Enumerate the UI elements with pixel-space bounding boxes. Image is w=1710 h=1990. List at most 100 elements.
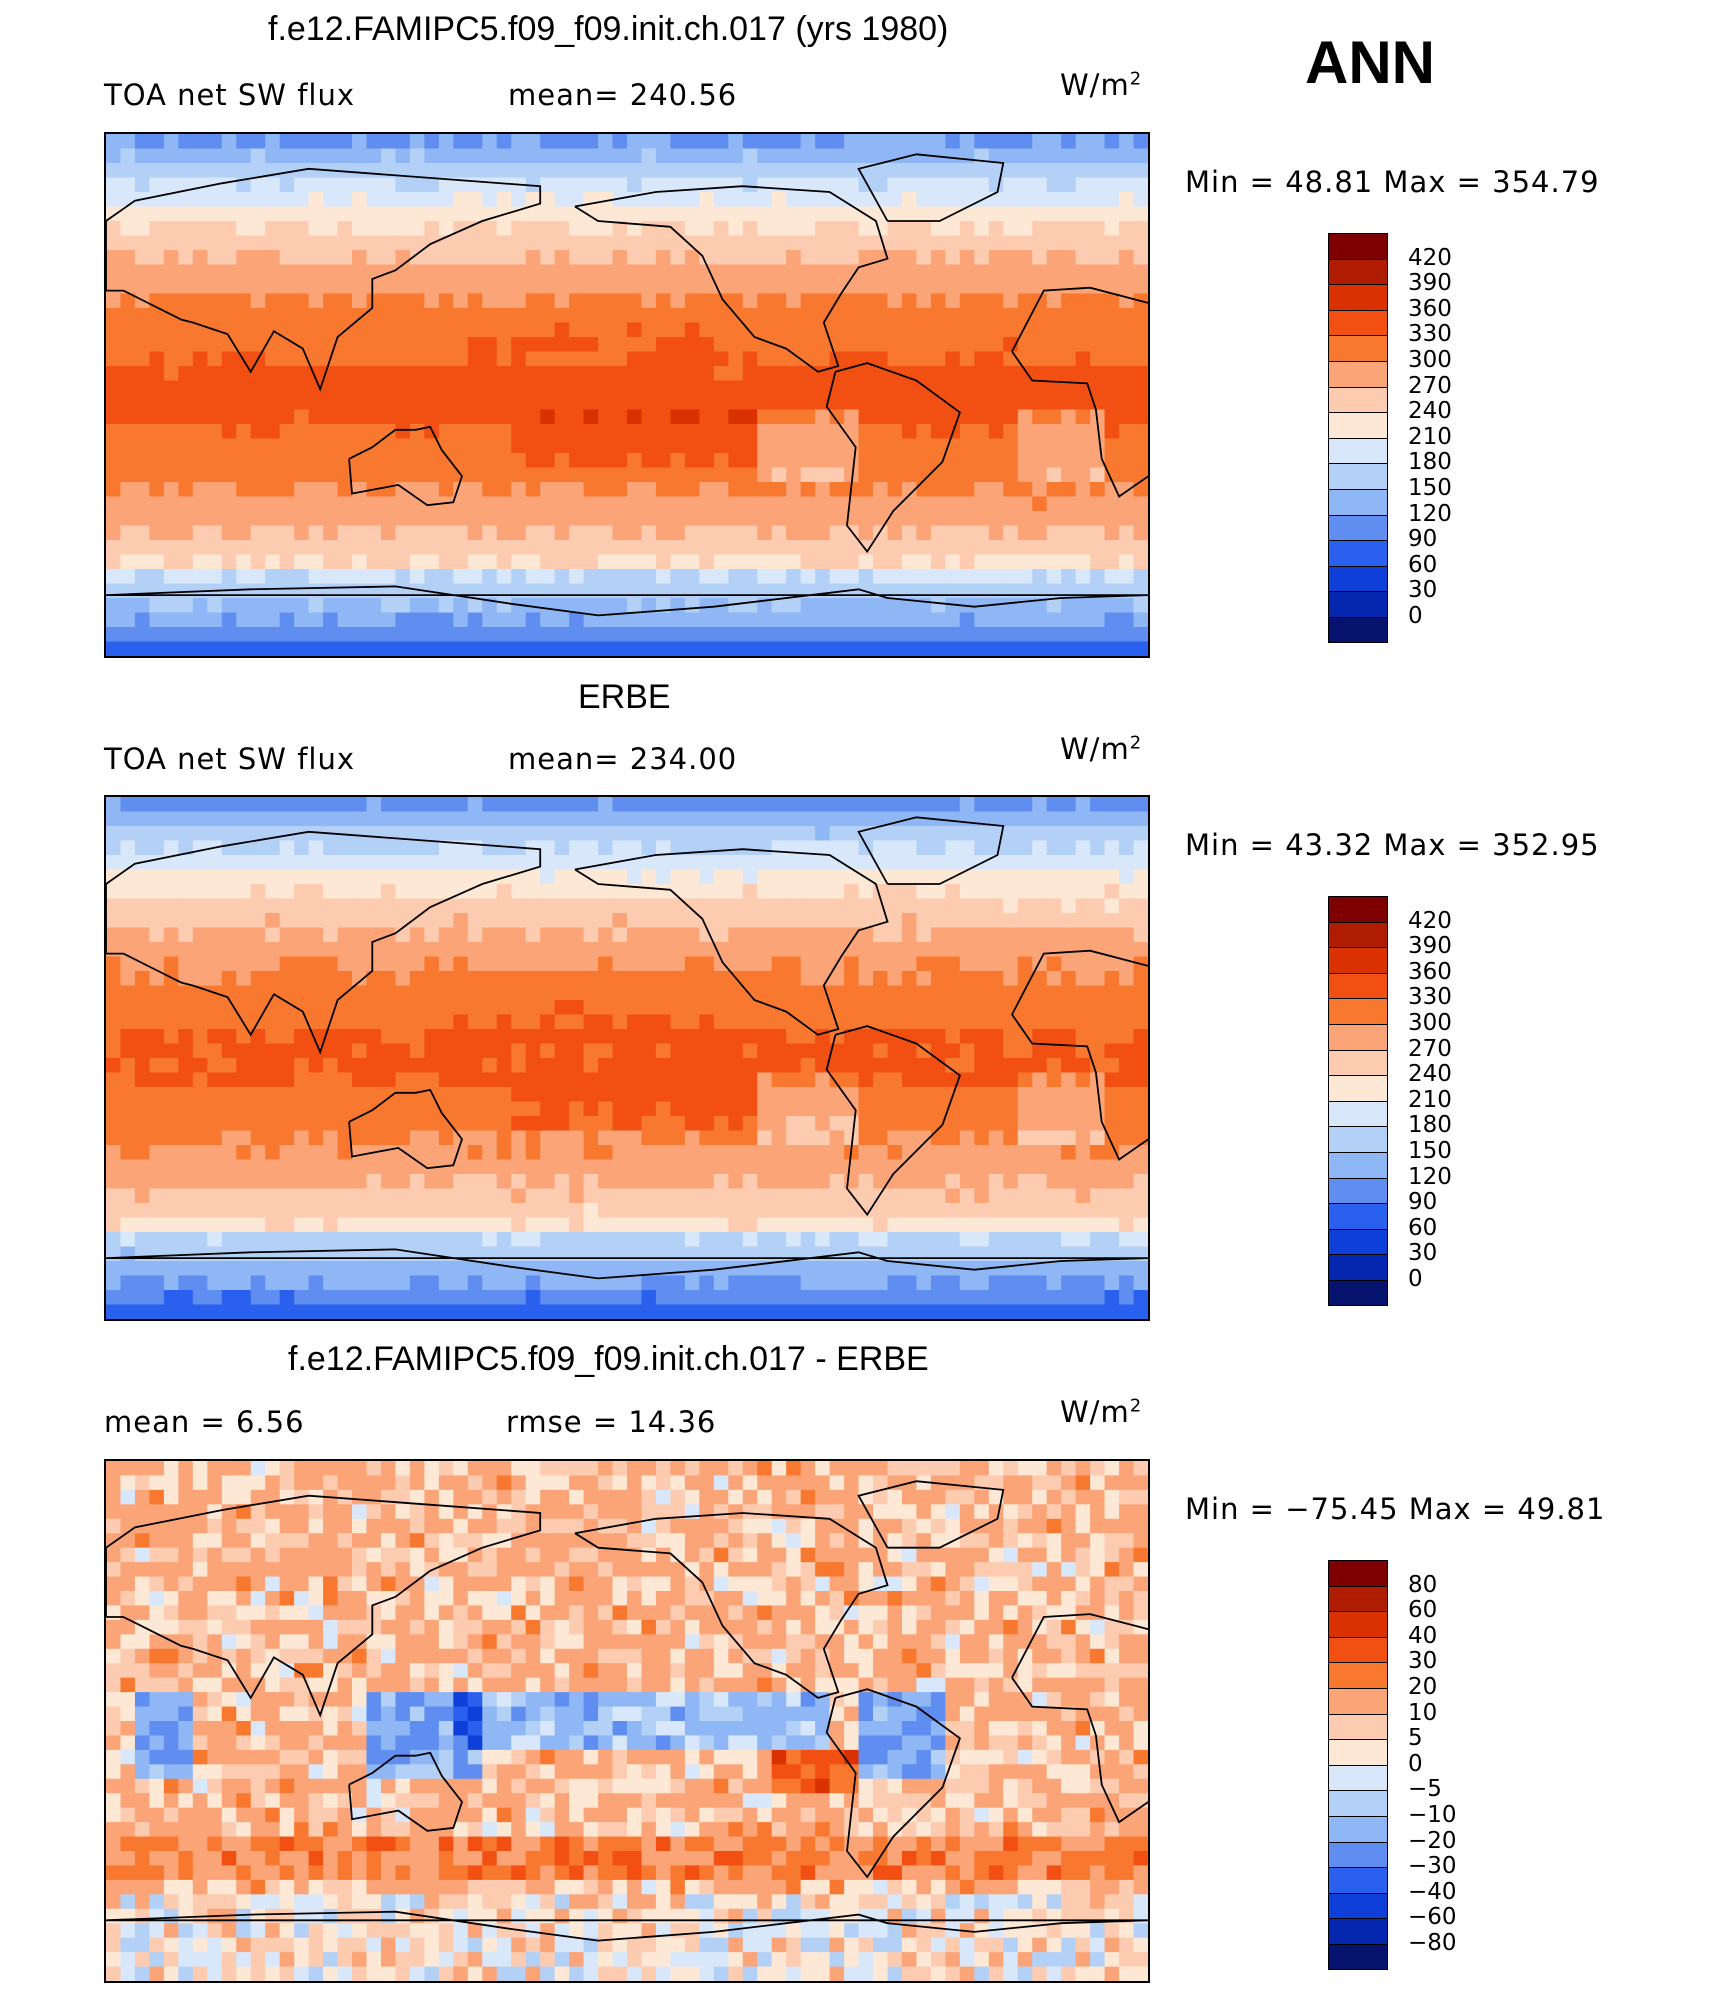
colorbar-tick-label: 80	[1408, 1571, 1438, 1598]
colorbar-tick-label: 120	[1408, 1163, 1452, 1190]
colorbar-tick-label: 210	[1408, 423, 1452, 450]
colorbar-tick-label: 0	[1408, 603, 1423, 629]
coastline	[857, 816, 1005, 885]
colorbar-frame	[1328, 1560, 1388, 1970]
panel2-title: ERBE	[578, 678, 671, 716]
coastline	[106, 830, 542, 1055]
panel1-mean-label: mean= 240.56	[508, 78, 738, 112]
colorbar-swatch	[1328, 1764, 1388, 1791]
colorbar-swatch	[1328, 947, 1388, 973]
colorbar-swatch	[1328, 284, 1388, 310]
colorbar-tick-label: 0	[1408, 1750, 1423, 1777]
colorbar-tick-label: −5	[1408, 1776, 1442, 1803]
colorbar-swatch	[1328, 1280, 1388, 1306]
coastline	[857, 153, 1005, 222]
colorbar-swatch	[1328, 1944, 1388, 1970]
colorbar-tick-label: 270	[1408, 372, 1452, 399]
colorbar-tick-label: 90	[1408, 1189, 1438, 1216]
colorbar-swatch	[1328, 1177, 1388, 1204]
colorbar-tick-label: 150	[1408, 1138, 1452, 1164]
colorbar-tick-label: 30	[1408, 577, 1438, 604]
colorbar-tick-label: 300	[1408, 347, 1452, 373]
coastline	[1011, 1613, 1148, 1824]
colorbar-swatch	[1328, 1611, 1388, 1637]
coastline	[825, 362, 961, 554]
colorbar-tick-label: 330	[1408, 984, 1452, 1011]
colorbar-tick-label: −10	[1408, 1802, 1457, 1828]
colorbar-swatch	[1328, 1024, 1388, 1050]
colorbar-swatch	[1328, 972, 1388, 999]
panel1-title: f.e12.FAMIPC5.f09_f09.init.ch.017 (yrs 1…	[268, 10, 949, 48]
colorbar-swatch	[1328, 437, 1388, 464]
colorbar-tick-label: 300	[1408, 1010, 1452, 1036]
colorbar-tick-label: 240	[1408, 1061, 1452, 1088]
panel1-minmax: Min = 48.81 Max = 354.79	[1185, 165, 1600, 199]
colorbar-swatch	[1328, 1739, 1388, 1765]
colorbar-tick-label: 360	[1408, 958, 1452, 985]
colorbar-frame	[1328, 233, 1388, 643]
colorbar-tick-label: 390	[1408, 933, 1452, 960]
colorbar-tick-label: −40	[1408, 1878, 1457, 1905]
colorbar-swatch	[1328, 617, 1388, 643]
coastline	[1011, 949, 1148, 1161]
season-label: ANN	[1305, 29, 1435, 96]
coastline	[106, 167, 542, 392]
colorbar-swatch	[1328, 1152, 1388, 1178]
colorbar-swatch	[1328, 1585, 1388, 1612]
colorbar-swatch	[1328, 1713, 1388, 1740]
colorbar-tick-label: 5	[1408, 1725, 1423, 1752]
panel3-units: W/m2	[1060, 1395, 1143, 1429]
colorbar-tick-label: 210	[1408, 1086, 1452, 1113]
colorbar-frame	[1328, 896, 1388, 1306]
panel3-rmse-label: rmse = 14.36	[506, 1405, 717, 1439]
colorbar-swatch	[1328, 1254, 1388, 1280]
map-field	[106, 797, 1148, 1319]
colorbar-swatch	[1328, 258, 1388, 285]
colorbar-swatch	[1328, 463, 1388, 489]
colorbar-swatch	[1328, 565, 1388, 592]
colorbar-tick-label: 10	[1408, 1699, 1438, 1726]
colorbar-swatch	[1328, 540, 1388, 566]
colorbar-swatch	[1328, 233, 1388, 259]
colorbar-tick-label: 150	[1408, 475, 1452, 501]
panel2-map	[104, 795, 1150, 1321]
colorbar-swatch	[1328, 309, 1388, 336]
colorbar-tick-label: 20	[1408, 1674, 1438, 1700]
coastline	[348, 1088, 464, 1170]
colorbar-swatch	[1328, 1075, 1388, 1101]
colorbar-tick-label: −60	[1408, 1904, 1457, 1931]
panel2-units: W/m2	[1060, 732, 1143, 766]
coastline	[348, 1751, 464, 1832]
coastline	[825, 1688, 961, 1879]
colorbar-swatch	[1328, 1049, 1388, 1076]
coastline	[825, 1025, 961, 1217]
colorbar-swatch	[1328, 1228, 1388, 1255]
coastline	[106, 585, 1148, 617]
colorbar-swatch	[1328, 1636, 1388, 1663]
colorbar-tick-label: −80	[1408, 1930, 1457, 1956]
colorbar-swatch	[1328, 514, 1388, 541]
colorbar-swatch	[1328, 591, 1388, 617]
colorbar-swatch	[1328, 1790, 1388, 1816]
coastline	[857, 1480, 1005, 1549]
panel3-minmax: Min = −75.45 Max = 49.81	[1185, 1492, 1606, 1526]
colorbar-swatch	[1328, 1126, 1388, 1152]
colorbar-swatch	[1328, 1918, 1388, 1944]
panel3-map	[104, 1459, 1150, 1983]
coastline	[106, 1910, 1148, 1942]
colorbar-swatch	[1328, 1892, 1388, 1919]
colorbar-swatch	[1328, 998, 1388, 1024]
panel2-mean-label: mean= 234.00	[508, 742, 738, 776]
panel3-mean-label: mean = 6.56	[104, 1405, 305, 1439]
colorbar-tick-label: 180	[1408, 449, 1452, 476]
coastline	[574, 1512, 889, 1699]
colorbar-tick-label: 60	[1408, 1597, 1438, 1624]
colorbar-swatch	[1328, 1100, 1388, 1127]
coastline	[574, 185, 889, 373]
coastline	[106, 1248, 1148, 1280]
colorbar-tick-label: 60	[1408, 1214, 1438, 1241]
map-field	[106, 1461, 1148, 1981]
colorbar-swatch	[1328, 1662, 1388, 1688]
colorbar-tick-label: 390	[1408, 270, 1452, 297]
colorbar-swatch	[1328, 412, 1388, 438]
